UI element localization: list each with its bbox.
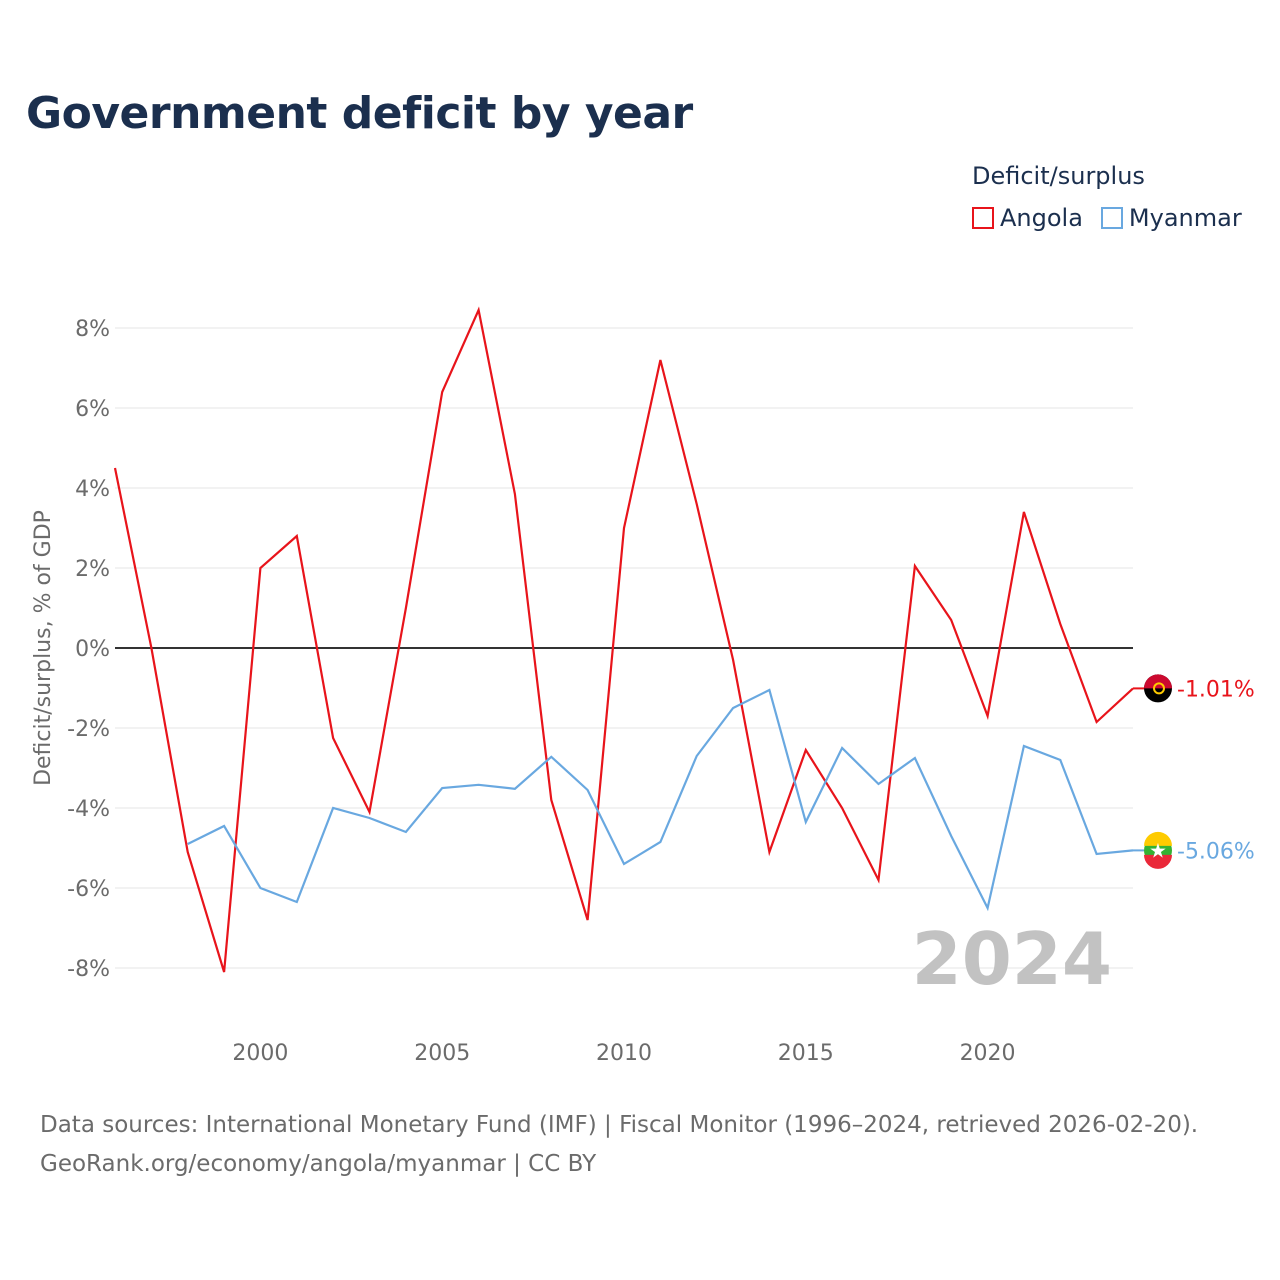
y-tick-label: 8% [75,317,110,342]
flag-myanmar-yellow [1144,831,1172,846]
x-tick-label: 2015 [778,1041,834,1066]
x-tick-label: 2010 [596,1041,652,1066]
x-tick-label: 2020 [960,1041,1016,1066]
data-source-note: Data sources: International Monetary Fun… [40,1106,1198,1184]
legend-title: Deficit/surplus [972,162,1145,190]
y-tick-label: -8% [67,957,110,982]
y-tick-label: -2% [67,717,110,742]
y-tick-label: -6% [67,877,110,902]
legend-swatch-myanmar [1100,207,1123,229]
legend-label-myanmar: Myanmar [1128,204,1242,232]
y-tick-label: 0% [75,637,110,662]
y-tick-label: 2% [75,557,110,582]
legend-item-angola[interactable]: Angola [972,204,1083,232]
series-line-angola [113,306,1134,973]
end-value-label-angola: -1.01% [1177,677,1255,702]
legend-item-myanmar[interactable]: Myanmar [1100,204,1242,232]
legend-label-angola: Angola [1000,204,1083,232]
x-tick-label: 2005 [414,1041,470,1066]
series-line-myanmar [187,688,1134,912]
end-value-label-myanmar: -5.06% [1177,839,1255,864]
y-tick-label: 6% [75,397,110,422]
year-watermark: 2024 [912,917,1112,1001]
y-tick-label: 4% [75,477,110,502]
flag-myanmar-star: ★ [1149,838,1167,862]
x-tick-label: 2000 [232,1041,288,1066]
source-line-1: Data sources: International Monetary Fun… [40,1112,1199,1138]
chart-title: Government deficit by year [26,88,693,139]
legend: Angola Myanmar [972,204,1260,232]
y-axis-label: Deficit/surplus, % of GDP [31,510,56,786]
source-line-2: GeoRank.org/economy/angola/myanmar | CC … [40,1151,597,1177]
y-tick-label: -4% [67,797,110,822]
flag-angola-emblem [1153,682,1165,695]
flag-myanmar-red [1144,854,1172,869]
legend-swatch-angola [972,207,994,229]
flag-angola-red [1144,674,1172,689]
